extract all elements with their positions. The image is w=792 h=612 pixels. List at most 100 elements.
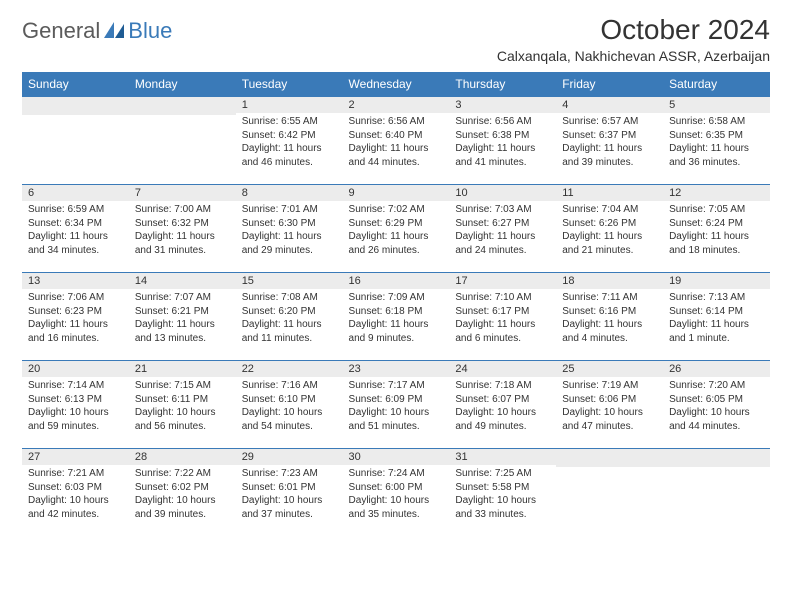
calendar-cell: 5Sunrise: 6:58 AMSunset: 6:35 PMDaylight… [663, 97, 770, 185]
calendar-cell: 14Sunrise: 7:07 AMSunset: 6:21 PMDayligh… [129, 273, 236, 361]
calendar-cell: 28Sunrise: 7:22 AMSunset: 6:02 PMDayligh… [129, 449, 236, 537]
day-header: Thursday [449, 72, 556, 97]
calendar-cell: 15Sunrise: 7:08 AMSunset: 6:20 PMDayligh… [236, 273, 343, 361]
day-number: 10 [449, 185, 556, 201]
day-data: Sunrise: 6:56 AMSunset: 6:40 PMDaylight:… [343, 113, 450, 175]
day-number: 25 [556, 361, 663, 377]
day-data: Sunrise: 6:57 AMSunset: 6:37 PMDaylight:… [556, 113, 663, 175]
day-number: 24 [449, 361, 556, 377]
day-number: 13 [22, 273, 129, 289]
calendar-cell: 18Sunrise: 7:11 AMSunset: 6:16 PMDayligh… [556, 273, 663, 361]
calendar-cell: 20Sunrise: 7:14 AMSunset: 6:13 PMDayligh… [22, 361, 129, 449]
day-number: 7 [129, 185, 236, 201]
day-data: Sunrise: 6:59 AMSunset: 6:34 PMDaylight:… [22, 201, 129, 263]
day-number: 16 [343, 273, 450, 289]
day-data: Sunrise: 7:11 AMSunset: 6:16 PMDaylight:… [556, 289, 663, 351]
day-data: Sunrise: 7:18 AMSunset: 6:07 PMDaylight:… [449, 377, 556, 439]
calendar-cell: 16Sunrise: 7:09 AMSunset: 6:18 PMDayligh… [343, 273, 450, 361]
calendar-cell: 21Sunrise: 7:15 AMSunset: 6:11 PMDayligh… [129, 361, 236, 449]
calendar-cell [129, 97, 236, 185]
empty-day-number [663, 449, 770, 467]
day-number: 23 [343, 361, 450, 377]
day-data: Sunrise: 7:19 AMSunset: 6:06 PMDaylight:… [556, 377, 663, 439]
day-header-row: SundayMondayTuesdayWednesdayThursdayFrid… [22, 72, 770, 97]
day-number: 20 [22, 361, 129, 377]
day-data: Sunrise: 7:17 AMSunset: 6:09 PMDaylight:… [343, 377, 450, 439]
day-number: 2 [343, 97, 450, 113]
day-data: Sunrise: 7:07 AMSunset: 6:21 PMDaylight:… [129, 289, 236, 351]
logo-text-blue: Blue [128, 18, 172, 44]
day-number: 17 [449, 273, 556, 289]
day-data: Sunrise: 7:09 AMSunset: 6:18 PMDaylight:… [343, 289, 450, 351]
day-number: 12 [663, 185, 770, 201]
calendar-cell: 23Sunrise: 7:17 AMSunset: 6:09 PMDayligh… [343, 361, 450, 449]
day-number: 6 [22, 185, 129, 201]
calendar-cell: 27Sunrise: 7:21 AMSunset: 6:03 PMDayligh… [22, 449, 129, 537]
calendar-cell: 4Sunrise: 6:57 AMSunset: 6:37 PMDaylight… [556, 97, 663, 185]
day-data: Sunrise: 7:24 AMSunset: 6:00 PMDaylight:… [343, 465, 450, 527]
calendar-table: SundayMondayTuesdayWednesdayThursdayFrid… [22, 72, 770, 537]
empty-day-number [556, 449, 663, 467]
day-header: Saturday [663, 72, 770, 97]
day-number: 31 [449, 449, 556, 465]
day-header: Friday [556, 72, 663, 97]
calendar-cell: 6Sunrise: 6:59 AMSunset: 6:34 PMDaylight… [22, 185, 129, 273]
day-data: Sunrise: 7:01 AMSunset: 6:30 PMDaylight:… [236, 201, 343, 263]
day-number: 22 [236, 361, 343, 377]
calendar-cell: 3Sunrise: 6:56 AMSunset: 6:38 PMDaylight… [449, 97, 556, 185]
month-title: October 2024 [497, 14, 770, 46]
day-data: Sunrise: 6:58 AMSunset: 6:35 PMDaylight:… [663, 113, 770, 175]
day-data: Sunrise: 7:06 AMSunset: 6:23 PMDaylight:… [22, 289, 129, 351]
calendar-body: 1Sunrise: 6:55 AMSunset: 6:42 PMDaylight… [22, 97, 770, 537]
calendar-cell: 9Sunrise: 7:02 AMSunset: 6:29 PMDaylight… [343, 185, 450, 273]
day-number: 11 [556, 185, 663, 201]
calendar-cell: 31Sunrise: 7:25 AMSunset: 5:58 PMDayligh… [449, 449, 556, 537]
calendar-cell: 19Sunrise: 7:13 AMSunset: 6:14 PMDayligh… [663, 273, 770, 361]
day-data: Sunrise: 6:56 AMSunset: 6:38 PMDaylight:… [449, 113, 556, 175]
calendar-week-row: 20Sunrise: 7:14 AMSunset: 6:13 PMDayligh… [22, 361, 770, 449]
day-header: Tuesday [236, 72, 343, 97]
day-data: Sunrise: 7:08 AMSunset: 6:20 PMDaylight:… [236, 289, 343, 351]
calendar-cell: 17Sunrise: 7:10 AMSunset: 6:17 PMDayligh… [449, 273, 556, 361]
calendar-week-row: 13Sunrise: 7:06 AMSunset: 6:23 PMDayligh… [22, 273, 770, 361]
empty-day-number [129, 97, 236, 115]
calendar-cell: 30Sunrise: 7:24 AMSunset: 6:00 PMDayligh… [343, 449, 450, 537]
day-number: 18 [556, 273, 663, 289]
day-data: Sunrise: 7:13 AMSunset: 6:14 PMDaylight:… [663, 289, 770, 351]
calendar-cell: 25Sunrise: 7:19 AMSunset: 6:06 PMDayligh… [556, 361, 663, 449]
day-data: Sunrise: 7:14 AMSunset: 6:13 PMDaylight:… [22, 377, 129, 439]
day-data: Sunrise: 7:02 AMSunset: 6:29 PMDaylight:… [343, 201, 450, 263]
day-number: 15 [236, 273, 343, 289]
calendar-cell: 29Sunrise: 7:23 AMSunset: 6:01 PMDayligh… [236, 449, 343, 537]
calendar-cell: 12Sunrise: 7:05 AMSunset: 6:24 PMDayligh… [663, 185, 770, 273]
calendar-cell [556, 449, 663, 537]
calendar-cell [22, 97, 129, 185]
day-number: 28 [129, 449, 236, 465]
day-number: 3 [449, 97, 556, 113]
logo: General Blue [22, 18, 172, 44]
calendar-cell: 1Sunrise: 6:55 AMSunset: 6:42 PMDaylight… [236, 97, 343, 185]
day-number: 9 [343, 185, 450, 201]
day-number: 4 [556, 97, 663, 113]
header: General Blue October 2024 Calxanqala, Na… [22, 14, 770, 64]
day-number: 8 [236, 185, 343, 201]
day-data: Sunrise: 7:03 AMSunset: 6:27 PMDaylight:… [449, 201, 556, 263]
day-header: Sunday [22, 72, 129, 97]
calendar-cell: 13Sunrise: 7:06 AMSunset: 6:23 PMDayligh… [22, 273, 129, 361]
logo-sail-icon [104, 22, 126, 40]
calendar-cell: 22Sunrise: 7:16 AMSunset: 6:10 PMDayligh… [236, 361, 343, 449]
day-data: Sunrise: 7:05 AMSunset: 6:24 PMDaylight:… [663, 201, 770, 263]
day-data: Sunrise: 7:15 AMSunset: 6:11 PMDaylight:… [129, 377, 236, 439]
calendar-week-row: 6Sunrise: 6:59 AMSunset: 6:34 PMDaylight… [22, 185, 770, 273]
empty-day-number [22, 97, 129, 115]
calendar-cell: 10Sunrise: 7:03 AMSunset: 6:27 PMDayligh… [449, 185, 556, 273]
day-data: Sunrise: 7:20 AMSunset: 6:05 PMDaylight:… [663, 377, 770, 439]
day-number: 14 [129, 273, 236, 289]
day-number: 19 [663, 273, 770, 289]
calendar-week-row: 1Sunrise: 6:55 AMSunset: 6:42 PMDaylight… [22, 97, 770, 185]
day-data: Sunrise: 7:00 AMSunset: 6:32 PMDaylight:… [129, 201, 236, 263]
day-data: Sunrise: 7:04 AMSunset: 6:26 PMDaylight:… [556, 201, 663, 263]
day-number: 30 [343, 449, 450, 465]
calendar-week-row: 27Sunrise: 7:21 AMSunset: 6:03 PMDayligh… [22, 449, 770, 537]
day-number: 1 [236, 97, 343, 113]
